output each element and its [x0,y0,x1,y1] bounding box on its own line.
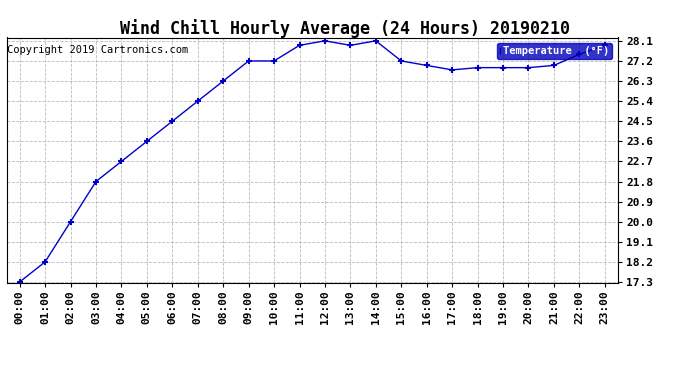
Text: Wind Chill Hourly Average (24 Hours) 20190210: Wind Chill Hourly Average (24 Hours) 201… [120,19,570,38]
Legend: Temperature  (°F): Temperature (°F) [497,43,612,59]
Text: Copyright 2019 Cartronics.com: Copyright 2019 Cartronics.com [7,45,188,55]
